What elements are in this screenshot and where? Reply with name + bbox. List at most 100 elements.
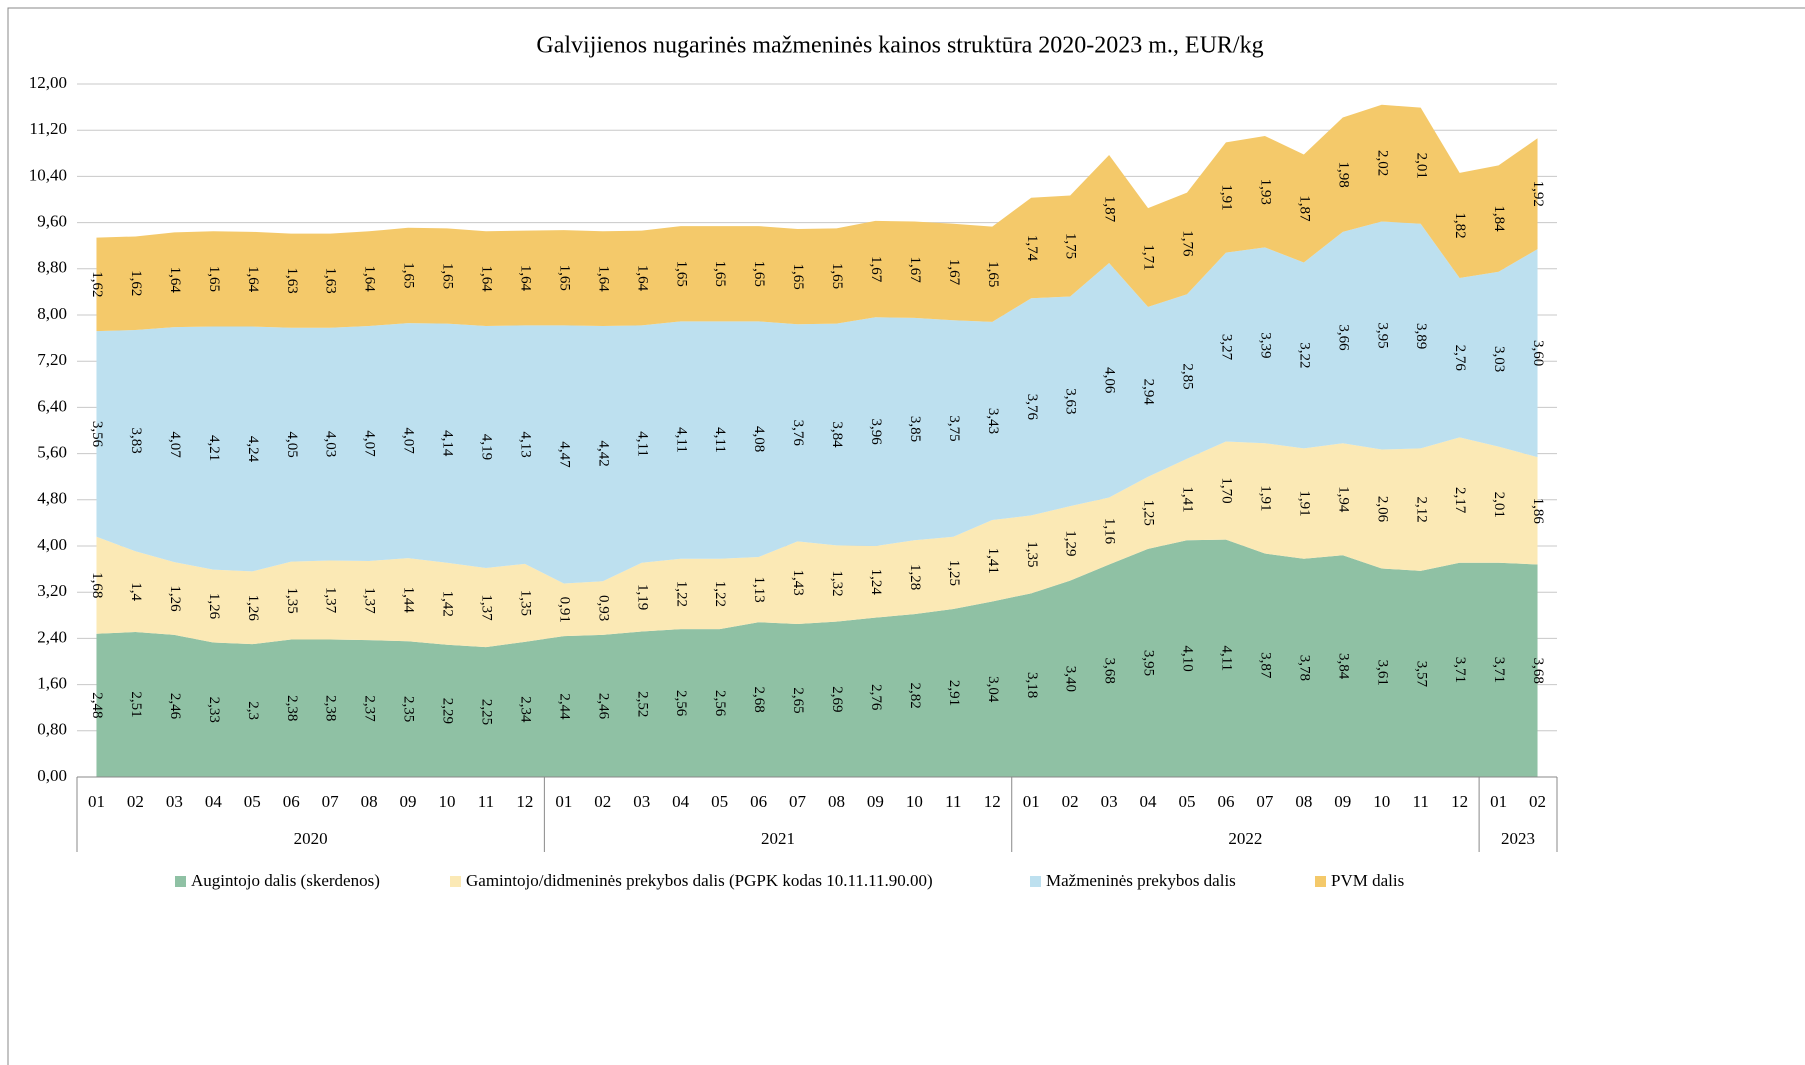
x-tick-label: 08 <box>1295 792 1312 811</box>
data-label: 3,63 <box>1063 388 1079 414</box>
data-label: 3,95 <box>1374 322 1390 348</box>
data-label: 2,01 <box>1413 153 1429 179</box>
data-label: 3,39 <box>1257 332 1273 358</box>
x-tick-label: 01 <box>1023 792 1040 811</box>
data-label: 3,78 <box>1296 655 1312 681</box>
data-label: 2,68 <box>751 686 767 712</box>
data-label: 1,22 <box>673 581 689 607</box>
data-label: 1,68 <box>89 572 105 598</box>
data-label: 3,89 <box>1413 323 1429 349</box>
y-tick-label: 8,80 <box>37 258 67 277</box>
data-label: 1,43 <box>790 570 806 596</box>
data-label: 3,61 <box>1374 660 1390 686</box>
data-label: 1,42 <box>440 591 456 617</box>
data-label: 1,24 <box>868 569 884 596</box>
data-label: 3,66 <box>1335 324 1351 351</box>
x-tick-label: 10 <box>439 792 456 811</box>
data-label: 2,51 <box>128 691 144 717</box>
data-label: 3,40 <box>1063 666 1079 692</box>
data-label: 2,33 <box>206 697 222 723</box>
data-label: 4,11 <box>712 427 728 453</box>
data-label: 1,13 <box>751 576 767 602</box>
data-label: 4,06 <box>1102 367 1118 394</box>
data-label: 1,70 <box>1219 477 1235 503</box>
legend-label: Gamintojo/didmeninės prekybos dalis (PGP… <box>466 871 933 890</box>
x-tick-label: 02 <box>1062 792 1079 811</box>
data-label: 1,84 <box>1491 205 1507 232</box>
data-label: 1,65 <box>401 262 417 288</box>
data-label: 2,46 <box>595 693 611 720</box>
y-tick-label: 3,20 <box>37 581 67 600</box>
data-label: 1,29 <box>1063 530 1079 556</box>
y-tick-label: 9,60 <box>37 212 67 231</box>
data-label: 1,35 <box>517 590 533 616</box>
data-label: 3,57 <box>1413 661 1429 688</box>
data-label: 2,25 <box>479 699 495 725</box>
data-label: 3,04 <box>985 676 1001 703</box>
legend-swatch <box>175 876 186 887</box>
data-label: 3,84 <box>1335 653 1351 680</box>
data-label: 1,75 <box>1063 233 1079 259</box>
data-label: 3,22 <box>1296 342 1312 368</box>
data-label: 1,93 <box>1257 179 1273 205</box>
x-tick-label: 05 <box>1179 792 1196 811</box>
x-tick-label: 09 <box>1334 792 1351 811</box>
y-tick-label: 5,60 <box>37 443 67 462</box>
data-label: 1,32 <box>829 570 845 596</box>
x-tick-label: 05 <box>711 792 728 811</box>
y-tick-label: 11,20 <box>29 119 67 138</box>
data-label: 4,08 <box>751 426 767 452</box>
data-label: 1,64 <box>362 265 378 292</box>
area <box>96 437 1538 648</box>
data-label: 1,44 <box>401 587 417 614</box>
data-label: 1,22 <box>712 581 728 607</box>
legend-label: Mažmeninės prekybos dalis <box>1046 871 1236 890</box>
data-label: 4,07 <box>167 432 183 459</box>
data-label: 1,41 <box>1180 486 1196 512</box>
x-tick-label: 11 <box>478 792 494 811</box>
y-tick-label: 0,80 <box>37 720 67 739</box>
data-label: 4,07 <box>401 427 417 454</box>
data-label: 2,38 <box>323 695 339 721</box>
data-label: 1,67 <box>946 259 962 286</box>
data-label: 1,65 <box>985 261 1001 287</box>
data-label: 4,13 <box>517 432 533 458</box>
data-label: 1,98 <box>1335 162 1351 188</box>
data-label: 1,67 <box>868 256 884 283</box>
data-label: 4,11 <box>673 427 689 453</box>
data-label: 1,76 <box>1180 230 1196 257</box>
data-label: 1,4 <box>128 582 144 601</box>
data-label: 3,96 <box>868 419 884 446</box>
legend-label: Augintojo dalis (skerdenos) <box>191 871 380 890</box>
data-label: 1,26 <box>167 585 183 612</box>
data-label: 1,65 <box>712 261 728 287</box>
chart-title: Galvijienos nugarinės mažmeninės kainos … <box>536 33 1263 59</box>
data-label: 1,65 <box>206 266 222 292</box>
area <box>96 104 1538 332</box>
y-tick-label: 0,00 <box>37 766 67 785</box>
x-group-label: 2022 <box>1228 829 1262 848</box>
data-label: 3,84 <box>829 421 845 448</box>
x-group-label: 2021 <box>761 829 795 848</box>
data-label: 1,37 <box>479 594 495 621</box>
data-label: 1,62 <box>89 271 105 297</box>
data-label: 0,91 <box>556 597 572 623</box>
x-tick-label: 11 <box>945 792 961 811</box>
data-label: 1,64 <box>595 265 611 292</box>
data-label: 1,62 <box>128 270 144 296</box>
chart-border <box>7 7 1805 1065</box>
x-tick-label: 06 <box>750 792 767 811</box>
x-tick-label: 02 <box>127 792 144 811</box>
data-label: 3,76 <box>1024 394 1040 421</box>
x-tick-label: 01 <box>555 792 572 811</box>
x-tick-label: 07 <box>1256 792 1274 811</box>
x-tick-label: 06 <box>283 792 300 811</box>
data-label: 1,64 <box>479 265 495 292</box>
data-label: 4,05 <box>284 432 300 458</box>
data-label: 3,71 <box>1452 657 1468 683</box>
data-label: 1,25 <box>946 560 962 586</box>
data-label: 1,65 <box>440 263 456 289</box>
data-label: 1,87 <box>1102 196 1118 223</box>
data-label: 2,12 <box>1413 496 1429 522</box>
data-label: 2,34 <box>517 696 533 723</box>
